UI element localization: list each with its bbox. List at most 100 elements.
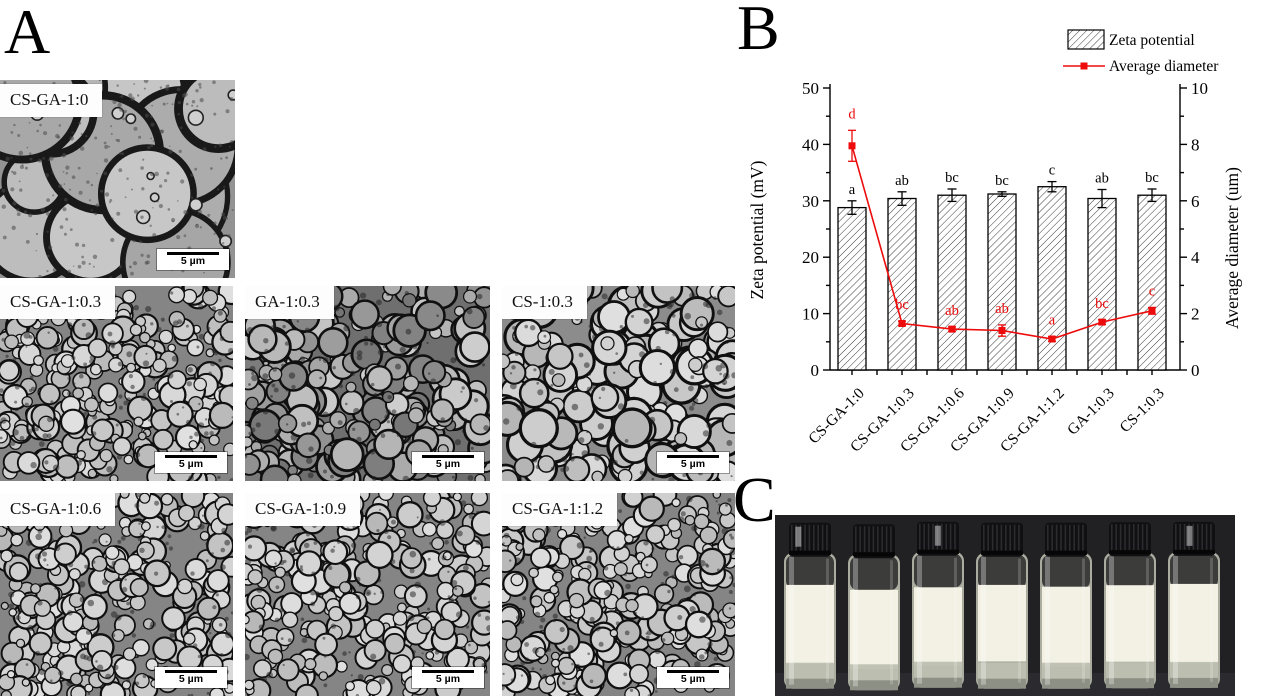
diameter-point-CS-1:0.3 (1148, 307, 1156, 315)
micrograph-label: CS-GA-1:0.9 (245, 493, 361, 526)
bar-sig-letter: ab (895, 173, 909, 189)
diameter-sig-letter: ab (995, 301, 1009, 317)
micrograph-image (0, 493, 233, 696)
diameter-point-GA-1:0.3 (1098, 318, 1106, 326)
diameter-point-CS-GA-1:1.2 (1048, 335, 1056, 343)
micrograph-label: CS-GA-1:0.6 (0, 493, 116, 526)
bar-sig-letter: c (1049, 163, 1055, 179)
legend-marker-diameter (1080, 62, 1088, 70)
diameter-point-CS-GA-1:0.6 (948, 325, 956, 333)
x-axis-category-labels: CS-GA-1:0CS-GA-1:0.3CS-GA-1:0.6CS-GA-1:0… (805, 385, 1168, 456)
micrograph-image (502, 493, 735, 696)
micrograph-CS-GA-1:0.6: CS-GA-1:0.6 5 µm (0, 493, 233, 696)
diameter-sig-letter: bc (1095, 296, 1109, 312)
scale-bar-line (667, 455, 719, 459)
left-axis-tick-labels: 0 10 20 30 40 50 (802, 79, 819, 380)
vial (848, 524, 900, 691)
scale-bar-line (167, 252, 219, 256)
bar-sig-letter: ab (1095, 171, 1109, 187)
chart-legend: Zeta potential Average diameter (1063, 29, 1219, 75)
panel-c-label: C (733, 464, 776, 535)
bar-sig-letter: bc (995, 173, 1009, 189)
bar-CS-GA-1:1.2 (1037, 186, 1067, 371)
scale-bar-text: 5 µm (680, 673, 706, 686)
svg-text:10: 10 (1191, 79, 1208, 98)
bar-sig-letter: a (849, 182, 856, 198)
svg-text:4: 4 (1191, 248, 1200, 267)
vial (784, 522, 836, 689)
diameter-point-CS-GA-1:0 (848, 142, 856, 150)
zeta-potential-bars: a ab bc bc c ab bc (837, 163, 1167, 371)
svg-text:0: 0 (1191, 361, 1200, 380)
scale-bar: 5 µm (155, 667, 227, 688)
legend-swatch-zeta (1067, 29, 1105, 50)
diameter-sig-letter: a (1049, 313, 1056, 329)
vials-photo-svg (775, 515, 1235, 696)
scale-bar: 5 µm (657, 667, 729, 688)
bar-sig-letter: bc (945, 170, 959, 186)
scale-bar-line (165, 455, 217, 459)
panel-b-label: B (737, 0, 780, 63)
scale-bar-line (422, 670, 474, 674)
bar-sig-letter: bc (1145, 170, 1159, 186)
diameter-point-CS-GA-1:0.3 (898, 320, 906, 327)
micrograph-CS-GA-1:0: CS-GA-1:0 5 µm (0, 80, 235, 278)
bar-CS-GA-1:0.6 (937, 194, 967, 371)
scale-bar-line (165, 670, 217, 674)
panel-a-label: A (4, 0, 51, 67)
svg-text:8: 8 (1191, 135, 1200, 154)
scale-bar: 5 µm (657, 452, 729, 473)
svg-text:40: 40 (802, 135, 819, 154)
diameter-point-CS-GA-1:0.9 (998, 327, 1006, 334)
bar-CS-GA-1:0 (837, 206, 867, 371)
micrograph-label: CS-GA-1:1.2 (502, 493, 618, 526)
legend-label-diameter: Average diameter (1109, 58, 1219, 75)
scale-bar: 5 µm (155, 452, 227, 473)
diameter-sig-letter: c (1149, 283, 1155, 299)
diameter-sig-letter: ab (945, 303, 959, 319)
micrograph-label: CS-GA-1:0.3 (0, 286, 116, 319)
micrograph-label: CS-GA-1:0 (0, 84, 103, 117)
bar-CS-GA-1:0.9 (987, 193, 1017, 371)
scale-bar: 5 µm (412, 452, 484, 473)
micrograph-label: GA-1:0.3 (245, 286, 334, 319)
svg-text:GA-1:0.3: GA-1:0.3 (1064, 385, 1118, 439)
scale-bar-text: 5 µm (178, 458, 204, 471)
diameter-sig-letter: d (848, 106, 856, 122)
zeta-diameter-chart: 0 10 20 30 40 50 0 2 4 6 8 10 a ab bc bc c ab bc d bc ab ab a bc… (735, 0, 1270, 480)
micrograph-CS-1:0.3: CS-1:0.3 5 µm (502, 286, 735, 481)
bar-CS-GA-1:0.3 (887, 197, 917, 371)
micrograph-GA-1:0.3: GA-1:0.3 5 µm (245, 286, 490, 481)
svg-text:6: 6 (1191, 192, 1200, 211)
scale-bar-text: 5 µm (435, 458, 461, 471)
scale-bar-text: 5 µm (435, 673, 461, 686)
scale-bar-text: 5 µm (178, 673, 204, 686)
scale-bar: 5 µm (157, 249, 229, 270)
left-axis-title: Zeta potential (mV) (747, 160, 767, 299)
micrograph-label: CS-1:0.3 (502, 286, 587, 319)
scale-bar-line (667, 670, 719, 674)
legend-label-zeta: Zeta potential (1109, 32, 1195, 49)
svg-text:CS-1:0.3: CS-1:0.3 (1117, 385, 1168, 436)
svg-text:0: 0 (811, 361, 820, 380)
scale-bar: 5 µm (412, 667, 484, 688)
vial (1104, 522, 1156, 689)
chart-svg: 0 10 20 30 40 50 0 2 4 6 8 10 a ab bc bc c ab bc d bc ab ab a bc… (747, 29, 1242, 456)
scale-bar-text: 5 µm (680, 458, 706, 471)
bar-GA-1:0.3 (1087, 197, 1117, 371)
svg-text:10: 10 (802, 305, 819, 324)
svg-text:30: 30 (802, 192, 819, 211)
diameter-sig-letter: bc (895, 297, 909, 313)
vial (1168, 521, 1220, 688)
right-axis-tick-labels: 0 2 4 6 8 10 (1191, 79, 1208, 380)
micrograph-CS-GA-1:1.2: CS-GA-1:1.2 5 µm (502, 493, 735, 696)
vial (976, 522, 1028, 689)
vial (912, 521, 964, 688)
micrograph-CS-GA-1:0.3: CS-GA-1:0.3 5 µm (0, 286, 233, 481)
svg-text:20: 20 (802, 248, 819, 267)
scale-bar-text: 5 µm (180, 255, 206, 268)
scale-bar-line (422, 455, 474, 459)
svg-text:2: 2 (1191, 305, 1200, 324)
